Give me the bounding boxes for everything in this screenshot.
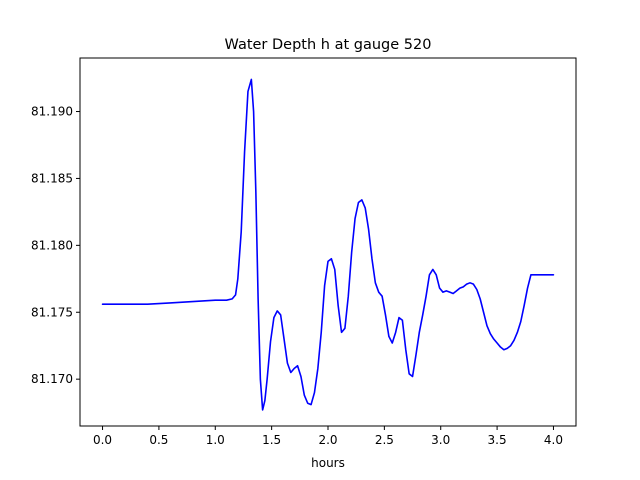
axes-frame: [79, 57, 577, 427]
x-tick-label: 3.5: [488, 433, 507, 447]
series-line: [101, 78, 555, 411]
x-tick-label: 3.0: [431, 433, 450, 447]
x-axis: 0.0 0.5 1.0 1.5 2.0 2.5 3.0 3.5 4.0: [93, 426, 563, 447]
x-tick-label: 1.5: [262, 433, 281, 447]
plot-area: [101, 78, 555, 411]
y-tick-label: 81.190: [31, 105, 73, 119]
x-axis-label: hours: [311, 456, 345, 470]
x-tick-label: 0.5: [149, 433, 168, 447]
chart-title: Water Depth h at gauge 520: [225, 37, 432, 53]
x-tick-label: 2.0: [318, 433, 337, 447]
y-axis: 81.170 81.175 81.180 81.185 81.190: [31, 105, 80, 386]
y-tick-label: 81.175: [31, 305, 73, 319]
y-tick-label: 81.185: [31, 171, 73, 185]
x-tick-label: 0.0: [93, 433, 112, 447]
x-tick-label: 2.5: [375, 433, 394, 447]
x-tick-label: 1.0: [206, 433, 225, 447]
y-tick-label: 81.170: [31, 372, 73, 386]
x-tick-label: 4.0: [544, 433, 563, 447]
y-tick-label: 81.180: [31, 238, 73, 252]
